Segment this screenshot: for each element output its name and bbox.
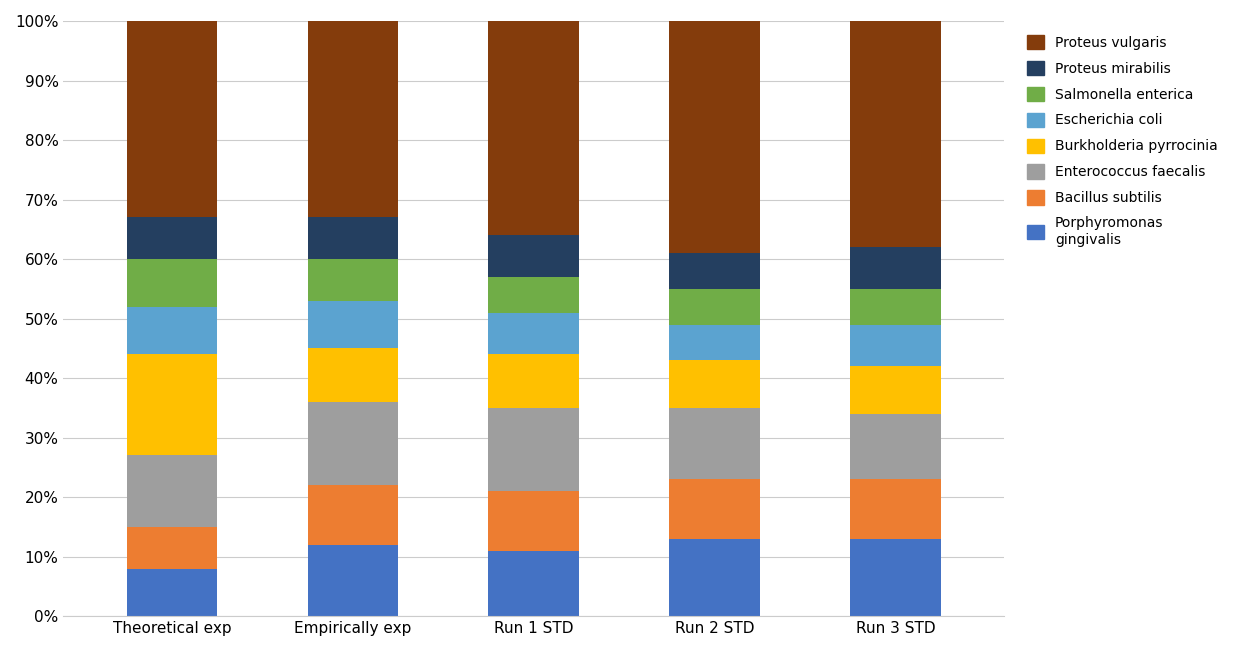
Bar xyxy=(489,235,579,277)
Bar xyxy=(670,289,760,324)
Bar xyxy=(126,568,217,616)
Bar xyxy=(670,408,760,479)
Bar xyxy=(308,348,398,402)
Bar xyxy=(489,551,579,616)
Bar xyxy=(670,253,760,289)
Bar xyxy=(308,301,398,348)
Bar xyxy=(308,485,398,545)
Bar xyxy=(126,21,217,217)
Bar xyxy=(126,307,217,354)
Bar xyxy=(851,414,941,479)
Bar xyxy=(489,408,579,491)
Bar xyxy=(851,479,941,539)
Bar xyxy=(489,277,579,312)
Bar xyxy=(670,479,760,539)
Bar xyxy=(489,312,579,354)
Bar xyxy=(126,354,217,456)
Bar xyxy=(670,360,760,408)
Bar xyxy=(126,456,217,527)
Bar xyxy=(126,259,217,307)
Bar xyxy=(851,539,941,616)
Bar xyxy=(670,539,760,616)
Bar xyxy=(308,402,398,485)
Bar xyxy=(489,354,579,408)
Bar xyxy=(308,259,398,301)
Bar xyxy=(489,21,579,235)
Bar xyxy=(851,21,941,247)
Bar xyxy=(308,217,398,259)
Bar xyxy=(489,491,579,551)
Legend: Proteus vulgaris, Proteus mirabilis, Salmonella enterica, Escherichia coli, Burk: Proteus vulgaris, Proteus mirabilis, Sal… xyxy=(1021,28,1225,253)
Bar xyxy=(851,366,941,414)
Bar xyxy=(308,545,398,616)
Bar xyxy=(851,289,941,324)
Bar xyxy=(670,324,760,360)
Bar xyxy=(851,247,941,289)
Bar xyxy=(126,217,217,259)
Bar xyxy=(670,21,760,253)
Bar xyxy=(851,324,941,366)
Bar xyxy=(126,527,217,568)
Bar xyxy=(308,21,398,217)
